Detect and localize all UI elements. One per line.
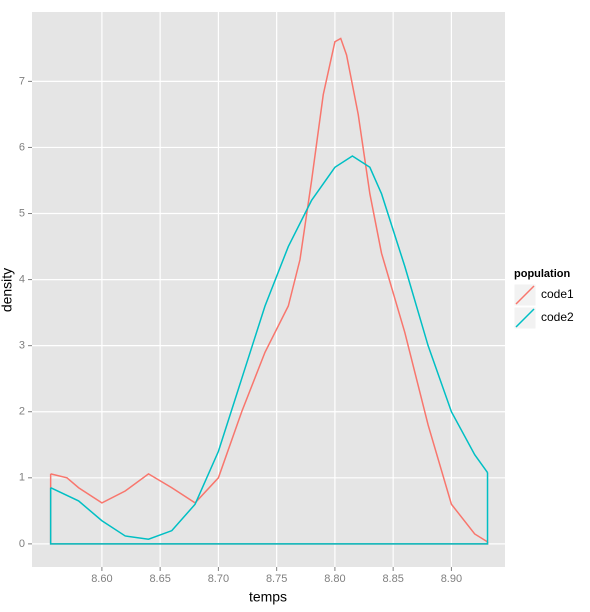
- x-tick-label: 8.85: [382, 573, 403, 585]
- x-tick-label: 8.90: [441, 573, 462, 585]
- legend-title: population: [514, 268, 570, 280]
- panel: [32, 12, 505, 567]
- density-line: [50, 37, 488, 543]
- x-axis-title: temps: [249, 589, 287, 605]
- x-tick-label: 8.60: [91, 573, 112, 585]
- y-axis-title: density: [0, 268, 15, 312]
- y-tick-label: 2: [19, 406, 25, 418]
- y-tick-label: 7: [19, 75, 25, 87]
- y-tick-label: 3: [19, 340, 25, 352]
- y-tick-label: 0: [19, 538, 25, 550]
- x-tick-label: 8.70: [208, 573, 229, 585]
- legend-swatch: [515, 285, 535, 305]
- density-line: [50, 155, 489, 541]
- legend-swatch: [515, 308, 535, 328]
- y-tick-label: 1: [19, 472, 25, 484]
- y-tick-label: 4: [19, 273, 25, 285]
- density-baseline: [49, 472, 489, 545]
- y-tick-label: 5: [19, 207, 25, 219]
- y-tick-label: 6: [19, 141, 25, 153]
- legend-label: code1: [541, 287, 574, 301]
- x-tick-label: 8.65: [149, 573, 170, 585]
- x-tick-label: 8.75: [266, 573, 287, 585]
- x-tick-label: 8.80: [324, 573, 345, 585]
- legend-label: code2: [541, 310, 574, 324]
